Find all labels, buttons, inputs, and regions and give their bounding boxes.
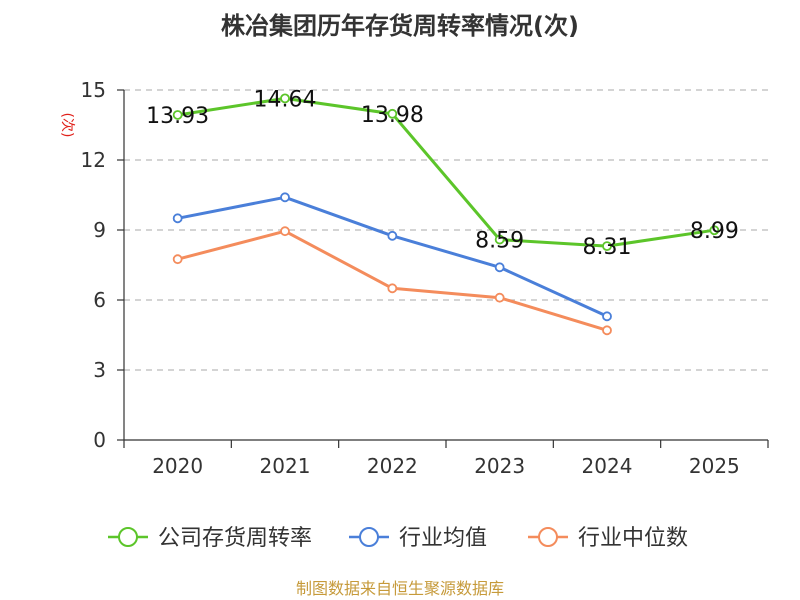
data-point (172, 254, 183, 265)
y-tick-label: 0 (93, 428, 106, 452)
data-point (494, 234, 505, 245)
x-tick-label: 2021 (260, 454, 311, 478)
y-tick-label: 9 (93, 218, 106, 242)
data-point (280, 192, 290, 203)
series-line (177, 96, 715, 248)
data-point (709, 225, 720, 236)
legend-label: 公司存货周转率 (158, 526, 312, 551)
legend: 公司存货周转率 行业均值 行业中位数 (108, 526, 688, 551)
legend-swatch-marker (359, 527, 379, 547)
data-point (494, 262, 505, 273)
data-point (387, 230, 398, 241)
x-tick-label: 2023 (474, 454, 525, 478)
series-group (172, 93, 720, 336)
data-point (172, 213, 183, 224)
x-tick-label: 2025 (689, 454, 740, 478)
x-tick-label: 2022 (367, 454, 418, 478)
y-tick-label: 3 (93, 358, 106, 382)
y-tick-label: 15 (81, 78, 106, 102)
legend-label: 行业均值 (399, 526, 487, 551)
data-label: 8.31 (583, 235, 632, 260)
data-point (494, 292, 505, 303)
data-point (172, 110, 183, 120)
x-tick-label: 2024 (582, 454, 633, 478)
legend-swatch-marker (118, 527, 138, 547)
source-note: 制图数据来自恒生聚源数据库 (296, 579, 504, 598)
y-axis-label: (次) (59, 113, 75, 138)
data-point (280, 93, 290, 104)
data-label: 13.98 (361, 103, 424, 128)
series-line (177, 195, 608, 318)
legend-swatch-marker (538, 527, 558, 547)
x-tick-label: 2020 (152, 454, 203, 478)
legend-label: 行业中位数 (578, 526, 688, 551)
data-point (602, 241, 612, 252)
data-label: 14.64 (254, 87, 317, 112)
data-label: 13.93 (146, 104, 209, 129)
series-line (177, 229, 608, 332)
data-label: 8.59 (475, 229, 524, 254)
data-point (280, 226, 290, 237)
data-point (387, 108, 398, 119)
chart-title: 株冶集团历年存货周转率情况(次) (221, 12, 579, 40)
y-tick-label: 12 (81, 148, 106, 172)
data-point (387, 283, 398, 294)
axes: 0 3 6 9 12 15 2020 2021 2022 2023 2024 2025 (81, 78, 769, 478)
y-tick-label: 6 (93, 288, 106, 312)
data-point (602, 311, 612, 322)
data-labels: 13.93 14.64 13.98 8.59 8.31 8.99 (146, 87, 739, 260)
data-point (602, 325, 612, 336)
data-label: 8.99 (690, 219, 739, 244)
grid-lines (124, 89, 768, 371)
